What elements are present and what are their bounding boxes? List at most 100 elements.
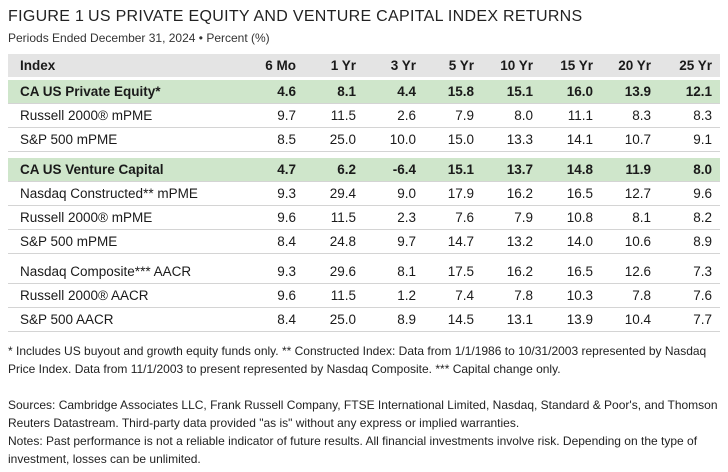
cell-label: S&P 500 AACR bbox=[20, 312, 114, 327]
cell-value: 8.2 bbox=[693, 210, 712, 225]
cell-value: 9.7 bbox=[397, 234, 416, 249]
cell-value: 8.4 bbox=[277, 234, 296, 249]
table-row: S&P 500 mPME 8.5 25.0 10.0 15.0 13.3 14.1 10.7 9… bbox=[8, 128, 720, 152]
cell-value: 9.3 bbox=[277, 264, 296, 279]
cell-value: 11.5 bbox=[330, 108, 356, 123]
cell-label: S&P 500 mPME bbox=[20, 234, 118, 249]
cell-value: 10.8 bbox=[566, 210, 593, 225]
cell-value: 1.2 bbox=[397, 288, 416, 303]
table-row: Nasdaq Constructed** mPME 9.3 29.4 9.0 17.9 1… bbox=[8, 182, 720, 206]
cell-value: 9.0 bbox=[397, 186, 416, 201]
cell-value: 7.6 bbox=[693, 288, 712, 303]
cell-value: 8.0 bbox=[514, 108, 533, 123]
cell-value: 7.9 bbox=[455, 108, 474, 123]
cell-value: 9.6 bbox=[277, 288, 296, 303]
column-header: 20 Yr bbox=[618, 58, 651, 73]
cell-value: 8.1 bbox=[397, 264, 416, 279]
table-row: Russell 2000® mPME 9.6 11.5 2.3 7.6 7.9 10.8 8.… bbox=[8, 206, 720, 230]
cell-label: Nasdaq Constructed** mPME bbox=[20, 186, 198, 201]
cell-label: Russell 2000® mPME bbox=[20, 108, 153, 123]
cell-value: 8.9 bbox=[693, 234, 712, 249]
cell-value: 8.1 bbox=[632, 210, 651, 225]
cell-label: CA US Venture Capital bbox=[20, 162, 164, 177]
cell-value: 25.0 bbox=[329, 312, 356, 327]
cell-value: 25.0 bbox=[329, 132, 356, 147]
cell-value: 7.8 bbox=[514, 288, 533, 303]
cell-value: 9.1 bbox=[693, 132, 712, 147]
column-header: 15 Yr bbox=[560, 58, 593, 73]
cell-value: 24.8 bbox=[329, 234, 356, 249]
cell-value: 15.1 bbox=[506, 84, 533, 99]
table-row: S&P 500 mPME 8.4 24.8 9.7 14.7 13.2 14.0 10.6 8.… bbox=[8, 230, 720, 254]
cell-value: 13.9 bbox=[566, 312, 593, 327]
column-header: 6 Mo bbox=[265, 58, 296, 73]
cell-value: -6.4 bbox=[392, 162, 416, 177]
highlight-row: CA US Venture Capital 4.7 6.2 -6.4 15.1 13.7 1… bbox=[8, 158, 720, 182]
column-header: 25 Yr bbox=[679, 58, 712, 73]
cell-value: 16.0 bbox=[566, 84, 593, 99]
cell-value: 7.9 bbox=[514, 210, 533, 225]
cell-value: 10.6 bbox=[624, 234, 651, 249]
cell-value: 11.1 bbox=[567, 108, 593, 123]
cell-value: 13.9 bbox=[624, 84, 651, 99]
cell-label: Nasdaq Composite*** AACR bbox=[20, 264, 192, 279]
cell-value: 10.0 bbox=[389, 132, 416, 147]
cell-value: 12.7 bbox=[624, 186, 651, 201]
table-row: Nasdaq Composite*** AACR 9.3 29.6 8.1 17.5 16… bbox=[8, 260, 720, 284]
cell-value: 29.6 bbox=[329, 264, 356, 279]
header-row: Index 6 Mo 1 Yr 3 Yr 5 Yr 10 Yr 15 Yr 20 Yr 25 Y… bbox=[8, 54, 720, 77]
table-row: Russell 2000® mPME 9.7 11.5 2.6 7.9 8.0 11.1 8.… bbox=[8, 104, 720, 128]
cell-value: 14.7 bbox=[447, 234, 474, 249]
cell-value: 7.8 bbox=[632, 288, 651, 303]
cell-value: 16.2 bbox=[506, 186, 533, 201]
cell-value: 14.5 bbox=[447, 312, 474, 327]
cell-value: 13.3 bbox=[506, 132, 533, 147]
cell-value: 15.1 bbox=[447, 162, 474, 177]
cell-label: Russell 2000® mPME bbox=[20, 210, 153, 225]
cell-value: 16.5 bbox=[566, 264, 593, 279]
cell-value: 13.1 bbox=[506, 312, 533, 327]
cell-value: 7.6 bbox=[455, 210, 474, 225]
cell-value: 10.4 bbox=[624, 312, 651, 327]
cell-value: 8.0 bbox=[693, 162, 712, 177]
footnote: Notes: Past performance is not a reliabl… bbox=[8, 434, 698, 466]
cell-value: 17.5 bbox=[447, 264, 474, 279]
cell-value: 4.7 bbox=[277, 162, 296, 177]
cell-value: 15.0 bbox=[447, 132, 474, 147]
cell-value: 2.6 bbox=[397, 108, 416, 123]
footnote: Sources: Cambridge Associates LLC, Frank… bbox=[8, 398, 718, 430]
cell-value: 17.9 bbox=[447, 186, 474, 201]
cell-value: 9.7 bbox=[277, 108, 296, 123]
figure-label: FIGURE 1 bbox=[8, 8, 85, 25]
cell-value: 8.4 bbox=[277, 312, 296, 327]
cell-value: 9.6 bbox=[277, 210, 296, 225]
cell-value: 11.5 bbox=[330, 288, 356, 303]
cell-value: 11.5 bbox=[330, 210, 356, 225]
column-header: 1 Yr bbox=[330, 58, 356, 73]
cell-value: 29.4 bbox=[329, 186, 356, 201]
cell-value: 8.1 bbox=[337, 84, 356, 99]
footnote: * Includes US buyout and growth equity f… bbox=[8, 344, 707, 376]
column-header: 10 Yr bbox=[500, 58, 533, 73]
cell-value: 15.8 bbox=[447, 84, 474, 99]
cell-value: 4.4 bbox=[397, 84, 416, 99]
cell-value: 9.6 bbox=[693, 186, 712, 201]
table-row: S&P 500 AACR 8.4 25.0 8.9 14.5 13.1 13.9 10.4 7.… bbox=[8, 308, 720, 332]
cell-value: 16.2 bbox=[506, 264, 533, 279]
cell-value: 14.1 bbox=[566, 132, 593, 147]
cell-value: 13.7 bbox=[506, 162, 533, 177]
cell-value: 8.9 bbox=[397, 312, 416, 327]
cell-label: Russell 2000® AACR bbox=[20, 288, 149, 303]
column-header: 3 Yr bbox=[390, 58, 416, 73]
cell-value: 12.6 bbox=[624, 264, 651, 279]
cell-value: 16.5 bbox=[566, 186, 593, 201]
cell-value: 13.2 bbox=[506, 234, 533, 249]
cell-value: 7.3 bbox=[693, 264, 712, 279]
cell-value: 9.3 bbox=[277, 186, 296, 201]
cell-value: 10.7 bbox=[624, 132, 651, 147]
column-header: 5 Yr bbox=[448, 58, 474, 73]
cell-value: 11.9 bbox=[625, 162, 651, 177]
cell-value: 6.2 bbox=[337, 162, 356, 177]
cell-value: 10.3 bbox=[566, 288, 593, 303]
